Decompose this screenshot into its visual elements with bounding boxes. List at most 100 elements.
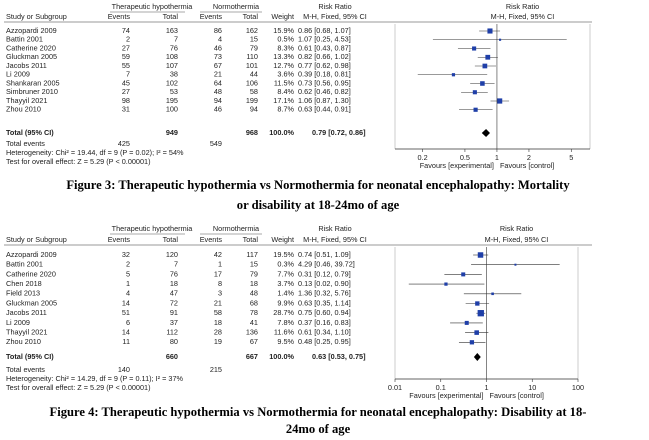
cell: 9.5% bbox=[277, 337, 294, 346]
cell: 199 bbox=[246, 96, 258, 105]
study-name: Simbruner 2010 bbox=[6, 87, 58, 96]
group-header: Normothermia bbox=[213, 2, 260, 11]
cell: 102 bbox=[166, 78, 178, 87]
cell: 0.31 [0.12, 0.79] bbox=[298, 269, 351, 278]
total-events-label: Total events bbox=[6, 139, 45, 148]
cell: 7 bbox=[174, 35, 178, 44]
cell: 51 bbox=[122, 308, 130, 317]
group-header: Therapeutic hypothermia bbox=[112, 224, 194, 233]
cell: 79 bbox=[250, 269, 258, 278]
caption: Figure 4: Therapeutic hypothermia vs Nor… bbox=[50, 405, 587, 419]
study-name: Shankaran 2005 bbox=[6, 78, 60, 87]
cell: 0.37 [0.16, 0.83] bbox=[298, 318, 351, 327]
study-name: Gluckman 2005 bbox=[6, 298, 57, 307]
cell: 76 bbox=[170, 269, 178, 278]
cell: 17.1% bbox=[273, 96, 294, 105]
point-estimate bbox=[473, 107, 478, 112]
rr-header: Risk Ratio bbox=[318, 224, 351, 233]
column-header: Study or Subgroup bbox=[6, 235, 67, 244]
point-estimate bbox=[498, 38, 502, 41]
favours-left: Favours [experimental] bbox=[409, 391, 483, 400]
study-name: Azzopardi 2009 bbox=[6, 26, 57, 35]
cell: 0.62 [0.46, 0.82] bbox=[298, 87, 351, 96]
cell: 195 bbox=[166, 96, 178, 105]
cell: 0.63 [0.53, 0.75] bbox=[312, 352, 366, 361]
cell: 8.7% bbox=[277, 105, 294, 114]
x-tick-label: 0.2 bbox=[418, 153, 428, 162]
cell: 3.6% bbox=[277, 70, 294, 79]
cell: 549 bbox=[210, 139, 222, 148]
column-header: M-H, Fixed, 95% CI bbox=[485, 235, 549, 244]
cell: 46 bbox=[214, 43, 222, 52]
cell: 949 bbox=[166, 128, 178, 137]
column-header: Total bbox=[243, 12, 259, 21]
cell: 100 bbox=[166, 105, 178, 114]
point-estimate bbox=[464, 320, 469, 325]
cell: 37 bbox=[170, 318, 178, 327]
cell: 14 bbox=[122, 328, 130, 337]
x-tick-label: 0.1 bbox=[436, 383, 446, 392]
cell: 0.75 [0.60, 0.94] bbox=[298, 308, 351, 317]
cell: 72 bbox=[170, 298, 178, 307]
cell: 112 bbox=[166, 328, 178, 337]
study-name: Chen 2018 bbox=[6, 279, 42, 288]
cell: 13.3% bbox=[273, 52, 294, 61]
cell: 4 bbox=[218, 35, 222, 44]
cell: 7 bbox=[126, 70, 130, 79]
cell: 86 bbox=[214, 26, 222, 35]
cell: 1.07 [0.25, 4.53] bbox=[298, 35, 351, 44]
study-name: Thayyil 2021 bbox=[6, 328, 47, 337]
column-header: Events bbox=[200, 235, 223, 244]
total-events-label: Total events bbox=[6, 365, 45, 374]
cell: 59 bbox=[122, 52, 130, 61]
plot-header: Risk Ratio bbox=[500, 224, 533, 233]
cell: 107 bbox=[166, 61, 178, 70]
cell: 120 bbox=[166, 250, 178, 259]
column-header: Total bbox=[163, 12, 179, 21]
cell: 4 bbox=[126, 289, 130, 298]
cell: 38 bbox=[170, 70, 178, 79]
cell: 8.3% bbox=[277, 43, 294, 52]
cell: 100.0% bbox=[269, 128, 294, 137]
total-label: Total (95% CI) bbox=[6, 352, 54, 361]
cell: 101 bbox=[246, 61, 258, 70]
cell: 11 bbox=[122, 337, 130, 346]
point-estimate bbox=[487, 28, 493, 34]
cell: 74 bbox=[122, 26, 130, 35]
x-tick-label: 100 bbox=[572, 383, 584, 392]
cell: 98 bbox=[122, 96, 130, 105]
cell: 2 bbox=[126, 35, 130, 44]
cell: 0.77 [0.62, 0.98] bbox=[298, 61, 351, 70]
cell: 0.63 [0.35, 1.14] bbox=[298, 298, 351, 307]
cell: 32 bbox=[122, 250, 130, 259]
cell: 162 bbox=[246, 26, 258, 35]
cell: 0.82 [0.66, 1.02] bbox=[298, 52, 351, 61]
cell: 91 bbox=[170, 308, 178, 317]
point-estimate bbox=[485, 54, 491, 60]
cell: 58 bbox=[250, 87, 258, 96]
point-estimate bbox=[475, 301, 480, 306]
cell: 76 bbox=[170, 43, 178, 52]
cell: 7.8% bbox=[277, 318, 294, 327]
study-name: Thayyil 2021 bbox=[6, 96, 47, 105]
column-header: Study or Subgroup bbox=[6, 12, 67, 21]
cell: 18 bbox=[170, 279, 178, 288]
cell: 136 bbox=[246, 328, 258, 337]
cell: 0.48 [0.25, 0.95] bbox=[298, 337, 351, 346]
overall-effect: Test for overall effect: Z = 5.29 (P < 0… bbox=[6, 383, 151, 392]
study-name: Battin 2001 bbox=[6, 35, 43, 44]
cell: 14 bbox=[122, 298, 130, 307]
cell: 1.06 [0.87, 1.30] bbox=[298, 96, 351, 105]
point-estimate bbox=[482, 63, 488, 69]
cell: 53 bbox=[170, 87, 178, 96]
study-name: Zhou 2010 bbox=[6, 105, 41, 114]
cell: 58 bbox=[214, 308, 222, 317]
study-name: Jacobs 2011 bbox=[6, 61, 47, 70]
cell: 7.7% bbox=[277, 269, 294, 278]
cell: 4.29 [0.46, 39.72] bbox=[298, 260, 355, 269]
column-header: M-H, Fixed, 95% CI bbox=[303, 235, 367, 244]
cell: 0.3% bbox=[277, 260, 294, 269]
cell: 17 bbox=[214, 269, 222, 278]
cell: 2 bbox=[126, 260, 130, 269]
column-header: Total bbox=[243, 235, 259, 244]
